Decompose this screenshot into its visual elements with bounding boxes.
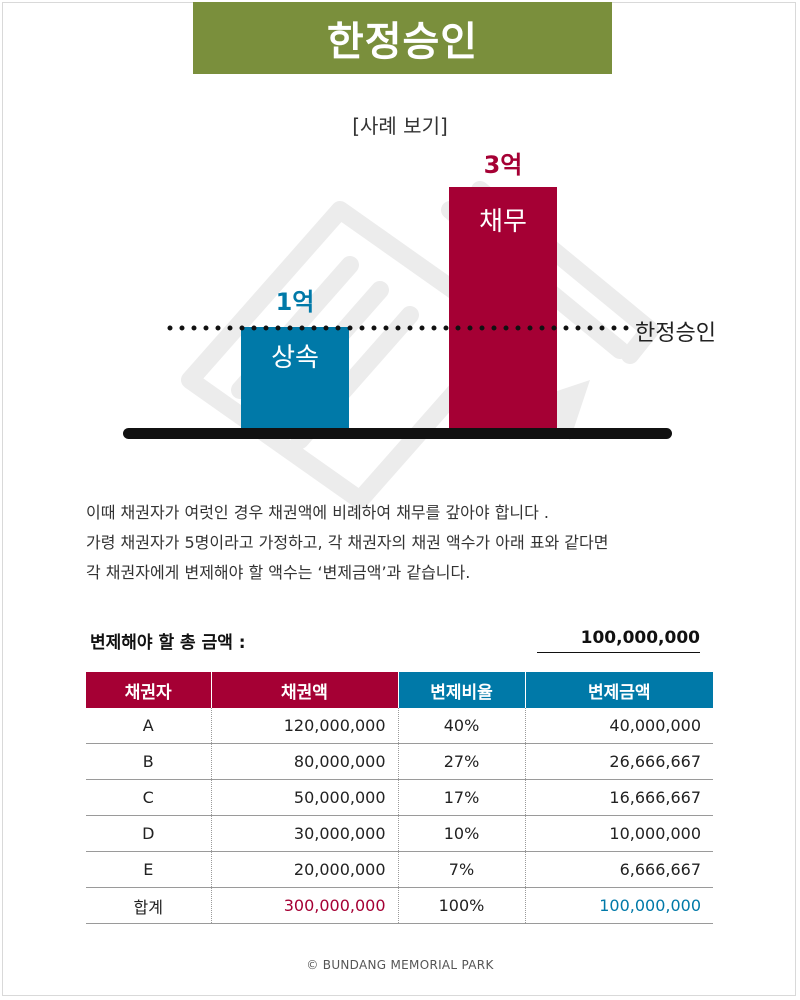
total-amount-value: 100,000,000 xyxy=(537,628,700,653)
debt-bar-label: 채무 xyxy=(479,207,527,237)
table-row: E 20,000,000 7% 6,666,667 xyxy=(86,851,713,888)
explanation-text: 이때 채권자가 여럿인 경우 채권액에 비례하여 채무를 갚아야 합니다 . 가… xyxy=(86,498,746,588)
debt-amount-label: 3억 xyxy=(483,151,523,179)
ratio-cell: 10% xyxy=(397,815,525,852)
table-row: C 50,000,000 17% 16,666,667 xyxy=(86,779,713,816)
explanation-line: 각 채권자에게 변제해야 할 액수는 ‘변제금액’과 같습니다. xyxy=(86,563,471,582)
claim-cell: 80,000,000 xyxy=(210,743,398,780)
creditor-cell: A xyxy=(86,708,211,744)
payment-cell: 10,000,000 xyxy=(524,815,713,852)
threshold-label: 한정승인 xyxy=(635,321,716,346)
creditor-table: 채권자 채권액 변제비율 변제금액 A 120,000,000 40% 40,0… xyxy=(86,672,713,924)
total-claim-cell: 300,000,000 xyxy=(210,887,398,924)
creditor-cell: B xyxy=(86,743,211,780)
table-header-row: 채권자 채권액 변제비율 변제금액 xyxy=(86,672,713,708)
payment-cell: 6,666,667 xyxy=(524,851,713,888)
ratio-cell: 27% xyxy=(397,743,525,780)
page-title: 한정승인 xyxy=(193,2,612,74)
ratio-cell: 40% xyxy=(397,708,525,744)
threshold-dotted-line xyxy=(167,325,635,331)
diagram-baseline xyxy=(123,428,672,439)
diagram-subtitle: [사례 보기] xyxy=(352,114,448,138)
inheritance-amount-label: 1억 xyxy=(275,288,315,316)
explanation-line: 가령 채권자가 5명이라고 가정하고, 각 채권자의 채권 액수가 아래 표와 … xyxy=(86,533,609,552)
table-total-row: 합계 300,000,000 100% 100,000,000 xyxy=(86,887,713,924)
claim-cell: 20,000,000 xyxy=(210,851,398,888)
column-header-claim: 채권액 xyxy=(210,672,398,708)
total-label-cell: 합계 xyxy=(86,887,211,924)
copyright-footer: © BUNDANG MEMORIAL PARK xyxy=(306,958,494,972)
claim-cell: 30,000,000 xyxy=(210,815,398,852)
creditor-cell: D xyxy=(86,815,211,852)
creditor-cell: C xyxy=(86,779,211,816)
total-amount-label: 변제해야 할 총 금액 : xyxy=(90,633,246,653)
creditor-cell: E xyxy=(86,851,211,888)
explanation-line: 이때 채권자가 여럿인 경우 채권액에 비례하여 채무를 갚아야 합니다 . xyxy=(86,503,550,522)
table-row: D 30,000,000 10% 10,000,000 xyxy=(86,815,713,852)
column-header-ratio: 변제비율 xyxy=(397,672,525,708)
table-row: B 80,000,000 27% 26,666,667 xyxy=(86,743,713,780)
claim-cell: 50,000,000 xyxy=(210,779,398,816)
payment-cell: 16,666,667 xyxy=(524,779,713,816)
total-ratio-cell: 100% xyxy=(397,887,525,924)
claim-cell: 120,000,000 xyxy=(210,708,398,744)
payment-cell: 40,000,000 xyxy=(524,708,713,744)
total-payment-cell: 100,000,000 xyxy=(524,887,713,924)
inheritance-bar: 상속 xyxy=(241,327,349,428)
payment-cell: 26,666,667 xyxy=(524,743,713,780)
column-header-payment: 변제금액 xyxy=(524,672,713,708)
table-row: A 120,000,000 40% 40,000,000 xyxy=(86,708,713,744)
column-header-creditor: 채권자 xyxy=(86,672,211,708)
ratio-cell: 7% xyxy=(397,851,525,888)
ratio-cell: 17% xyxy=(397,779,525,816)
debt-bar: 채무 xyxy=(449,187,557,428)
inheritance-bar-label: 상속 xyxy=(271,343,319,373)
